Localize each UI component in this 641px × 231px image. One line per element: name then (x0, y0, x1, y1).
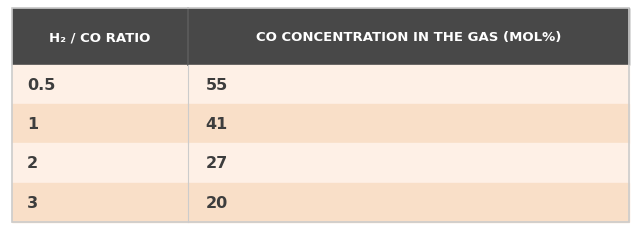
Bar (12, 183, 629, 222)
Bar (12, 9, 629, 66)
Text: 0.5: 0.5 (27, 78, 55, 93)
Text: 1: 1 (27, 117, 38, 132)
Text: 20: 20 (205, 195, 228, 210)
Text: H₂ / CO RATIO: H₂ / CO RATIO (49, 31, 150, 44)
Text: 55: 55 (205, 78, 228, 93)
Text: 27: 27 (205, 156, 228, 171)
Text: 3: 3 (27, 195, 38, 210)
Text: 41: 41 (205, 117, 228, 132)
Bar (12, 144, 629, 183)
Text: 2: 2 (27, 156, 38, 171)
Bar (12, 66, 629, 105)
Text: CO CONCENTRATION IN THE GAS (MOL%): CO CONCENTRATION IN THE GAS (MOL%) (256, 31, 562, 44)
Bar (12, 105, 629, 144)
